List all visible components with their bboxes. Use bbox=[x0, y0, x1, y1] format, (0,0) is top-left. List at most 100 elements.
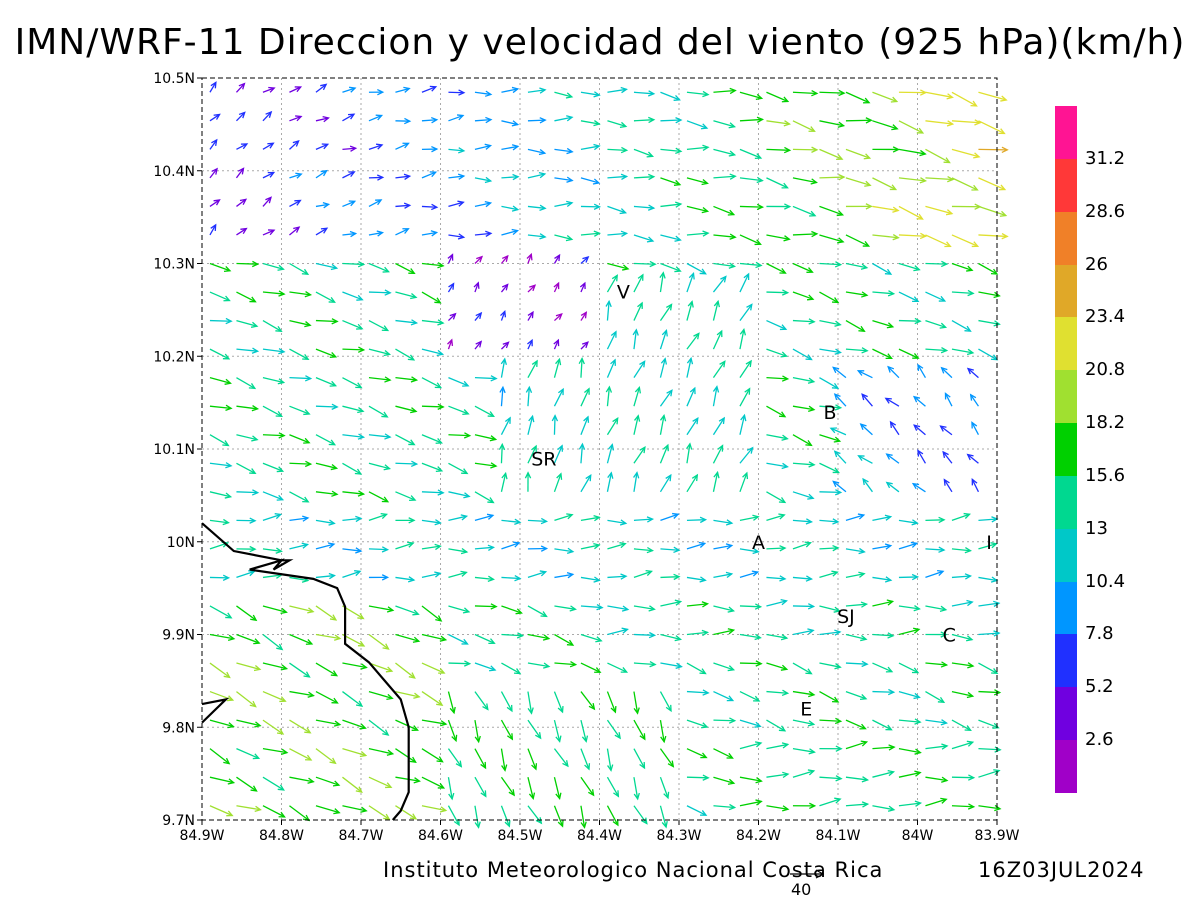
wind-vector bbox=[872, 348, 893, 360]
wind-vector bbox=[766, 771, 790, 779]
wind-vector bbox=[978, 291, 1001, 299]
wind-vector bbox=[925, 797, 948, 807]
wind-vector bbox=[713, 87, 737, 95]
wind-vector bbox=[368, 320, 390, 332]
wind-vector bbox=[421, 805, 448, 813]
wind-vector bbox=[554, 572, 575, 579]
wind-vector bbox=[236, 347, 260, 354]
wind-vector bbox=[792, 769, 816, 778]
station-label: V bbox=[617, 281, 630, 303]
wind-vector bbox=[209, 348, 231, 360]
colorbar-label: 20.8 bbox=[1085, 359, 1126, 381]
wind-vector bbox=[925, 776, 949, 783]
wind-vector bbox=[209, 167, 218, 179]
wind-vector bbox=[659, 357, 668, 378]
wind-vector bbox=[766, 91, 790, 103]
wind-vector bbox=[819, 377, 840, 390]
wind-vector bbox=[861, 393, 873, 407]
wind-vector bbox=[448, 432, 472, 439]
wind-vector bbox=[978, 600, 1001, 608]
wind-vector bbox=[448, 570, 468, 579]
wind-vector bbox=[792, 405, 816, 412]
wind-vector bbox=[368, 433, 392, 440]
wind-vector bbox=[580, 120, 601, 127]
wind-vector bbox=[633, 471, 640, 492]
wind-vector bbox=[792, 662, 813, 675]
wind-vector bbox=[872, 290, 896, 297]
wind-vector bbox=[978, 576, 999, 583]
wind-vector bbox=[315, 262, 339, 271]
wind-vector bbox=[395, 228, 410, 236]
wind-vector bbox=[898, 205, 924, 220]
wind-vector bbox=[262, 662, 289, 671]
wind-vector bbox=[942, 450, 953, 464]
wind-vector bbox=[553, 253, 561, 264]
wind-vector bbox=[819, 261, 843, 268]
wind-vector bbox=[951, 320, 972, 332]
wind-vector bbox=[951, 573, 973, 580]
wind-vector bbox=[766, 599, 788, 607]
wind-vector bbox=[713, 519, 734, 526]
wind-vector bbox=[368, 262, 390, 273]
wind-vector bbox=[342, 515, 363, 523]
wind-vector bbox=[395, 262, 416, 275]
wind-vector bbox=[526, 252, 533, 264]
wind-vector bbox=[686, 576, 707, 583]
wind-vector bbox=[606, 274, 618, 293]
wind-vector bbox=[448, 173, 466, 180]
wind-vector bbox=[845, 117, 873, 124]
wind-vector bbox=[315, 291, 336, 303]
wind-vector bbox=[978, 91, 1008, 102]
wind-vector bbox=[832, 366, 847, 379]
wind-vector bbox=[739, 514, 760, 521]
wind-vector bbox=[527, 233, 547, 240]
wind-vector bbox=[951, 740, 975, 750]
wind-vector bbox=[686, 774, 710, 781]
wind-vector bbox=[659, 389, 673, 407]
wind-vector bbox=[236, 545, 257, 553]
wind-vector bbox=[713, 690, 735, 702]
wind-vector bbox=[342, 662, 368, 670]
x-tick-label: 84W bbox=[902, 828, 934, 844]
wind-vector bbox=[447, 338, 454, 350]
wind-vector bbox=[660, 262, 682, 273]
wind-vector bbox=[898, 120, 925, 134]
wind-vector bbox=[606, 776, 620, 798]
wind-vector bbox=[606, 691, 617, 714]
wind-vector bbox=[448, 233, 466, 240]
wind-vector bbox=[262, 605, 288, 615]
wind-vector bbox=[898, 662, 920, 674]
wind-vector bbox=[474, 748, 487, 770]
wind-vector bbox=[660, 147, 683, 155]
wind-vector bbox=[766, 575, 787, 582]
wind-vector bbox=[766, 348, 788, 358]
wind-vector bbox=[524, 471, 532, 492]
wind-vector bbox=[819, 570, 839, 579]
wind-vector bbox=[235, 111, 246, 122]
x-tick-label: 84.2W bbox=[736, 828, 781, 844]
wind-vector bbox=[554, 513, 574, 521]
wind-vector bbox=[898, 541, 919, 550]
wind-vector bbox=[554, 547, 575, 555]
wind-vector bbox=[421, 543, 442, 551]
wind-vector bbox=[262, 142, 275, 150]
wind-vector bbox=[474, 311, 483, 321]
wind-vector bbox=[686, 719, 709, 729]
wind-vector bbox=[833, 393, 847, 407]
reference-vector-arrow bbox=[790, 869, 825, 879]
wind-vector bbox=[474, 434, 498, 442]
wind-vector bbox=[889, 420, 900, 436]
wind-vector bbox=[289, 262, 310, 275]
wind-vector bbox=[474, 143, 493, 150]
wind-vector bbox=[766, 805, 790, 812]
wind-vector bbox=[262, 196, 272, 207]
wind-vector bbox=[898, 605, 921, 612]
wind-vector bbox=[527, 605, 548, 618]
wind-vector bbox=[262, 348, 286, 355]
wind-vector bbox=[289, 348, 310, 360]
wind-vector bbox=[766, 689, 790, 697]
wind-vector bbox=[236, 291, 257, 303]
wind-vector bbox=[766, 545, 787, 552]
wind-vector bbox=[553, 691, 564, 714]
y-tick-label: 10.5N bbox=[153, 71, 195, 87]
